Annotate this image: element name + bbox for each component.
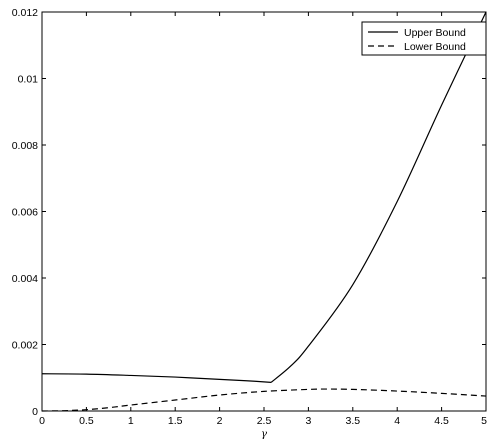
x-axis-label: γ	[261, 429, 267, 440]
y-tick-label: 0.004	[12, 273, 38, 285]
x-tick-label: 2	[217, 415, 223, 427]
x-axis-ticks: 0 0.5 1 1.5 2 2.5 3 3.5 4 4.5 5	[39, 12, 487, 427]
x-tick-label: 4.5	[434, 415, 449, 427]
legend: Upper Bound Lower Bound	[361, 21, 487, 56]
x-tick-label: 4	[394, 415, 400, 427]
x-tick-label: 1	[128, 415, 134, 427]
x-tick-label: 0	[39, 415, 45, 427]
series-line-upper-bound	[41, 11, 487, 383]
series-layer	[41, 11, 487, 412]
x-tick-label: 0.5	[79, 415, 94, 427]
y-tick-label: 0.008	[12, 140, 38, 152]
y-axis-ticks: 0 0.002 0.004 0.006 0.008 0.01 0.012	[12, 7, 486, 418]
x-tick-label: 5	[481, 415, 487, 427]
x-tick-label: 3.5	[345, 415, 360, 427]
legend-box	[361, 21, 487, 56]
y-tick-label: 0	[32, 406, 38, 418]
legend-entry-label: Upper Bound	[404, 27, 466, 39]
x-tick-label: 3	[305, 415, 311, 427]
y-tick-label: 0.01	[18, 74, 39, 86]
y-tick-label: 0.006	[12, 207, 38, 219]
x-tick-label: 1.5	[168, 415, 183, 427]
x-tick-label: 2.5	[257, 415, 272, 427]
series-line-lower-bound	[41, 388, 487, 412]
legend-entry-label: Lower Bound	[404, 41, 466, 53]
y-tick-label: 0.002	[12, 340, 38, 352]
y-tick-label: 0.012	[12, 7, 38, 19]
